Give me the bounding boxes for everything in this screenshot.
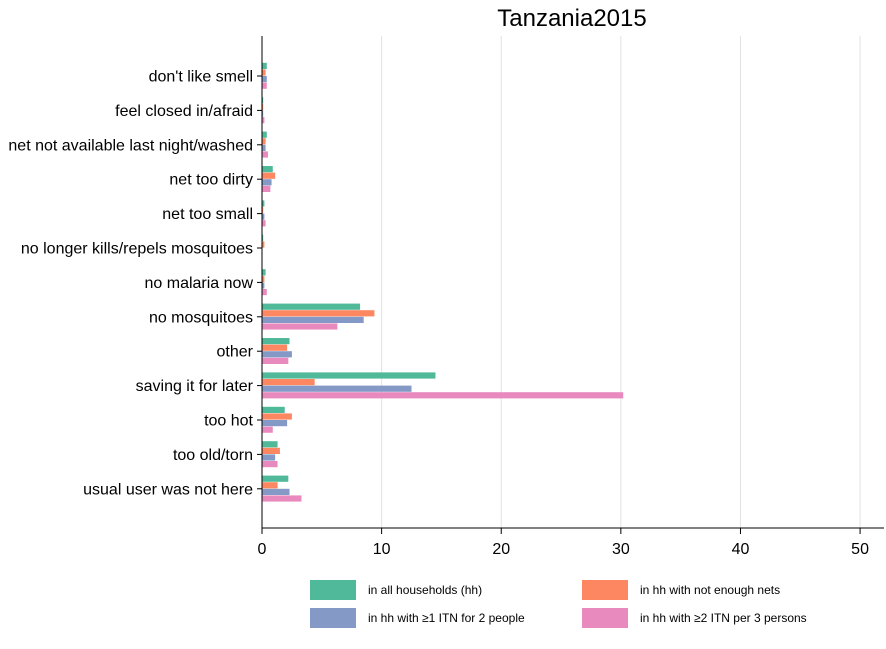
bar xyxy=(262,110,264,117)
x-tick-label: 40 xyxy=(732,541,750,558)
category-label: don't like smell xyxy=(149,69,253,86)
bar xyxy=(262,447,280,454)
bar xyxy=(262,323,338,330)
grid-lines xyxy=(381,36,861,528)
bar xyxy=(262,275,265,282)
bar xyxy=(262,413,292,420)
bar xyxy=(262,454,276,461)
bar xyxy=(262,357,289,364)
bar xyxy=(262,151,268,158)
legend-label: in all households (hh) xyxy=(368,583,483,597)
bar xyxy=(262,351,292,358)
bar xyxy=(262,138,266,145)
bar xyxy=(262,495,302,502)
bar xyxy=(262,179,272,186)
bar xyxy=(262,97,264,104)
axes xyxy=(261,36,884,529)
category-label: net too small xyxy=(162,206,253,223)
x-tick-labels: 0 10 20 30 40 50 xyxy=(258,528,869,558)
bar xyxy=(262,406,285,413)
bar xyxy=(262,207,264,214)
bar xyxy=(262,220,266,227)
bar xyxy=(262,475,289,482)
category-label: net too dirty xyxy=(169,172,253,189)
legend-swatch xyxy=(582,608,628,628)
category-label: no longer kills/repels mosquitoes xyxy=(21,241,253,258)
bar xyxy=(262,303,361,310)
bar xyxy=(262,282,265,289)
legend-label: in hh with ≥1 ITN for 2 people xyxy=(368,611,525,625)
category-label: net not available last night/washed xyxy=(8,137,253,154)
category-labels: don't like smell feel closed in/afraid net… xyxy=(8,69,262,498)
x-tick-label: 30 xyxy=(612,541,630,558)
category-label: too hot xyxy=(204,413,253,430)
legend-item: in all households (hh) xyxy=(310,580,482,600)
bar xyxy=(262,289,267,296)
bar xyxy=(262,482,278,489)
bar xyxy=(262,269,266,276)
bar xyxy=(262,372,436,379)
category-label: no malaria now xyxy=(145,275,254,292)
bar xyxy=(262,385,412,392)
category-label: too old/torn xyxy=(173,447,253,464)
chart-title: Tanzania2015 xyxy=(497,5,646,32)
category-label: usual user was not here xyxy=(83,481,253,498)
bar xyxy=(262,200,265,207)
bar xyxy=(262,441,278,448)
legend: in all households (hh) in hh with not en… xyxy=(310,580,870,630)
bar xyxy=(262,234,264,241)
bar xyxy=(262,62,267,69)
bar xyxy=(262,426,273,433)
bar xyxy=(262,488,290,495)
category-label: saving it for later xyxy=(136,378,254,395)
bar xyxy=(262,379,315,386)
bar xyxy=(262,338,290,345)
legend-item: in hh with ≥1 ITN for 2 people xyxy=(310,608,525,628)
legend-swatch xyxy=(310,608,356,628)
bar xyxy=(262,131,267,138)
bar xyxy=(262,213,265,220)
bar xyxy=(262,310,375,317)
legend-label: in hh with ≥2 ITN per 3 persons xyxy=(640,611,807,625)
bar xyxy=(262,420,288,427)
category-label: feel closed in/afraid xyxy=(115,103,253,120)
bar xyxy=(262,185,271,192)
bar xyxy=(262,241,265,248)
bar xyxy=(262,461,278,468)
category-label: no mosquitoes xyxy=(149,309,253,326)
bar xyxy=(262,344,288,351)
bar xyxy=(262,144,266,151)
x-tick-label: 20 xyxy=(492,541,510,558)
legend-swatch xyxy=(582,580,628,600)
bar xyxy=(262,392,624,399)
bar xyxy=(262,69,266,76)
legend-swatch xyxy=(310,580,356,600)
bar xyxy=(262,172,276,179)
bar-series-group xyxy=(262,62,624,502)
bar xyxy=(262,166,273,173)
legend-item: in hh with ≥2 ITN per 3 persons xyxy=(582,608,807,628)
x-tick-label: 0 xyxy=(258,541,267,558)
x-tick-label: 50 xyxy=(851,541,869,558)
bar xyxy=(262,103,264,110)
bar xyxy=(262,316,364,323)
legend-label: in hh with not enough nets xyxy=(640,583,781,597)
category-label: other xyxy=(217,344,254,361)
bar xyxy=(262,82,267,89)
legend-item: in hh with not enough nets xyxy=(582,580,780,600)
x-tick-label: 10 xyxy=(373,541,391,558)
bar xyxy=(262,117,265,124)
bar xyxy=(262,76,267,83)
